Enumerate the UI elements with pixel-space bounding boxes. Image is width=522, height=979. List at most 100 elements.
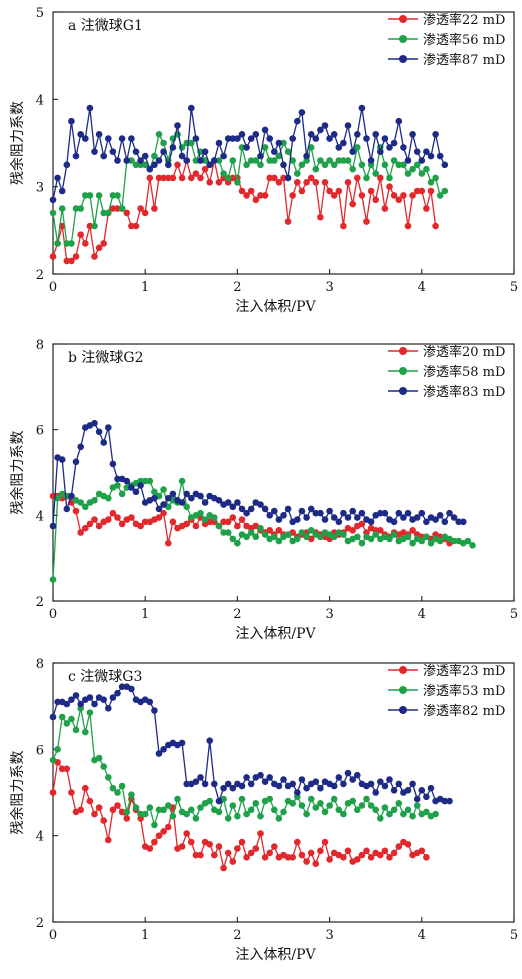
x-axis-label: 注入体积/PV [235,947,316,963]
data-point [317,509,324,517]
data-point [169,518,177,526]
legend-swatch-marker [399,686,407,694]
data-point [413,187,421,195]
data-point [284,854,292,861]
data-point [413,802,421,809]
data-point [280,161,287,169]
data-point [358,161,366,169]
data-point [363,847,370,855]
data-point [197,174,204,182]
y-tick-label: 5 [36,6,44,21]
data-point [349,200,357,208]
data-point [86,797,94,805]
legend: 渗透率22 mD 渗透率56 mD 渗透率87 mD [388,12,505,68]
data-point [340,509,347,517]
panel-title: a 注微球G1 [68,18,143,34]
data-point [49,789,57,796]
data-point [160,148,167,155]
data-point [243,810,250,818]
data-point [72,205,80,212]
data-point [72,692,80,699]
data-point [58,713,66,721]
y-tick-label: 2 [36,268,44,283]
data-point [224,529,232,536]
data-point [183,810,190,818]
data-point [298,851,306,859]
data-point [354,771,361,779]
x-tick-label: 3 [325,928,333,943]
data-point [100,209,107,217]
data-point [460,518,467,526]
data-point [349,148,357,155]
data-point [317,847,324,855]
data-point [174,161,181,169]
data-point [141,477,149,485]
data-point [229,784,237,792]
data-point [423,854,430,861]
data-point [105,705,112,712]
data-point [215,797,223,805]
data-point [330,192,338,199]
data-point [303,784,310,792]
data-point [409,812,416,820]
data-point [381,135,389,142]
data-point [100,439,107,446]
data-point [381,804,389,811]
legend-entry: 渗透率83 mD [423,384,505,400]
data-point [105,516,112,523]
data-point [68,492,75,500]
data-point [128,685,135,693]
data-point [220,864,227,872]
data-point [354,131,361,138]
data-point [275,179,283,186]
data-point [275,139,283,147]
data-point [224,135,232,142]
legend-entry: 渗透率22 mD [423,12,505,28]
data-point [294,838,301,846]
data-point [238,505,246,513]
data-point [229,135,237,142]
data-point [109,192,117,199]
data-point [409,165,416,173]
data-point [261,505,269,513]
data-point [165,161,172,169]
data-point [192,815,200,822]
data-point [105,135,112,142]
legend-entry: 渗透率58 mD [423,364,505,380]
data-point [197,509,204,517]
data-point [91,222,98,230]
data-point [271,843,278,850]
data-point [294,516,301,523]
data-point [326,856,333,863]
x-tick-label: 3 [325,280,333,295]
data-point [224,518,232,526]
data-point [155,505,163,513]
data-point [91,810,98,818]
data-point [432,516,439,523]
data-point [169,174,177,182]
data-point [206,841,213,848]
data-point [58,187,66,195]
data-point [280,808,287,816]
data-point [215,139,223,147]
data-point [192,157,200,164]
data-point [294,535,301,543]
y-axis-label: 残余阻力系数 [9,751,26,835]
data-point [386,183,393,190]
data-point [280,776,287,783]
data-point [128,135,135,142]
data-point [275,152,283,160]
data-point [395,509,403,517]
data-point [330,131,338,138]
x-tick-label: 0 [49,928,57,943]
data-point [234,179,241,186]
data-point [450,514,458,521]
data-point [192,170,200,177]
data-point [95,804,103,811]
data-point [49,756,57,764]
data-point [128,484,135,491]
data-point [229,802,237,809]
data-point [340,139,347,147]
x-tick-label: 5 [510,280,518,295]
